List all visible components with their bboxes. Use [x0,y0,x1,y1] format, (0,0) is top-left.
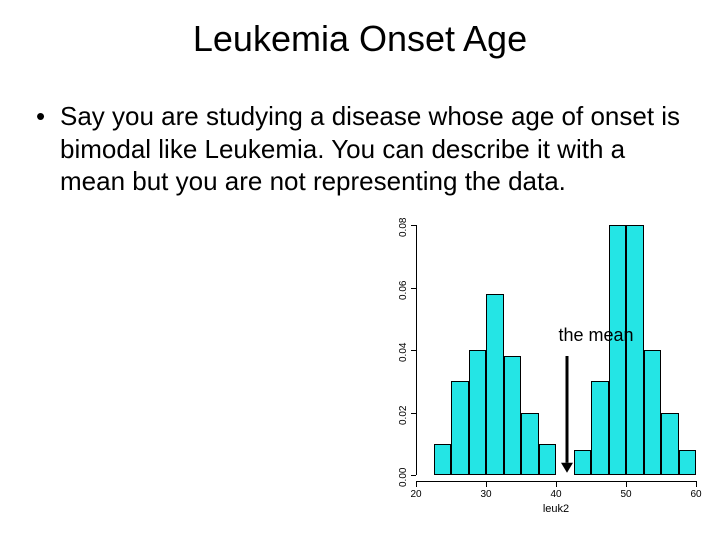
y-tick [411,350,416,351]
y-tick [411,288,416,289]
histogram-bar [679,450,697,475]
histogram-bar [661,413,679,476]
histogram-chart: 0.000.020.040.060.08 the mean 2030405060… [380,225,710,525]
x-tick-label: 50 [620,489,631,500]
x-tick-label: 40 [550,489,561,500]
x-tick-label: 60 [690,489,701,500]
bullet-marker: • [36,100,60,133]
x-tick-label: 30 [480,489,491,500]
bullet-text: Say you are studying a disease whose age… [60,100,684,198]
bullet-item: • Say you are studying a disease whose a… [36,100,684,198]
histogram-bar [469,350,487,475]
histogram-bar [539,444,557,475]
y-tick-label: 0.00 [398,468,409,487]
histogram-bar [591,381,609,475]
y-tick [411,225,416,226]
plot-area [416,225,696,475]
histogram-bar [574,450,592,475]
histogram-bar [451,381,469,475]
histogram-bar [504,356,522,475]
y-axis-labels: 0.000.020.040.060.08 [380,225,406,485]
y-tick-label: 0.06 [398,280,409,299]
x-axis-label: leuk2 [543,503,569,515]
mean-arrow-icon [559,356,575,473]
histogram-bar [626,225,644,475]
y-tick-label: 0.02 [398,405,409,424]
histogram-bar [486,294,504,475]
y-tick-label: 0.08 [398,218,409,237]
y-tick [411,475,416,476]
x-tick [626,481,627,487]
y-tick [411,413,416,414]
bullet-block: • Say you are studying a disease whose a… [36,100,684,198]
mean-label: the mean [559,325,634,346]
x-tick [556,481,557,487]
x-tick [486,481,487,487]
x-tick-label: 20 [410,489,421,500]
x-tick [696,481,697,487]
y-axis-line [416,225,417,475]
y-tick-label: 0.04 [398,343,409,362]
histogram-bar [521,413,539,476]
histogram-bar [609,225,627,475]
histogram-bar [644,350,662,475]
x-tick [416,481,417,487]
histogram-bar [434,444,452,475]
page-title: Leukemia Onset Age [0,18,720,60]
slide: Leukemia Onset Age • Say you are studyin… [0,0,720,540]
